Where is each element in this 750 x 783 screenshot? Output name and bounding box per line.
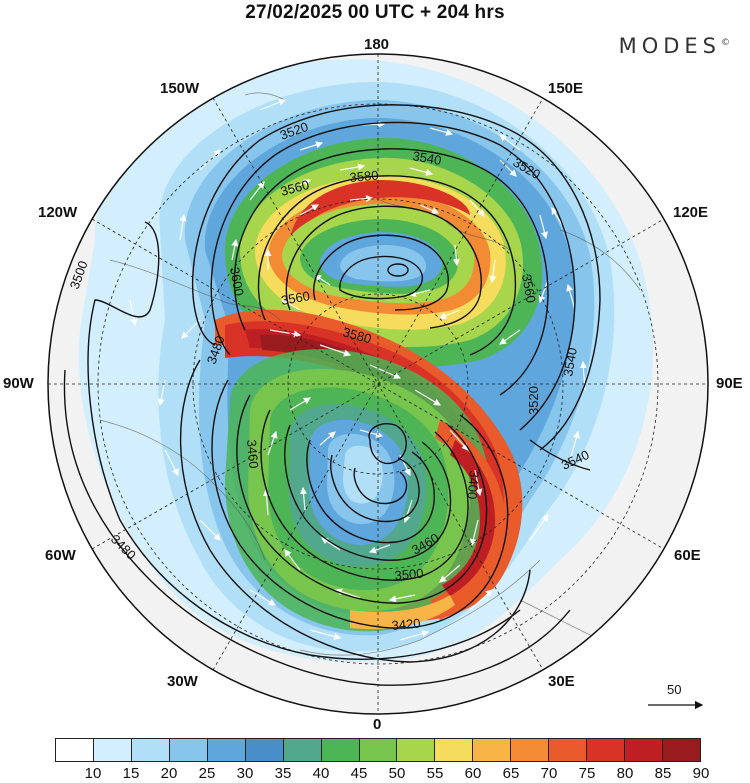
colorbar-swatch (131, 739, 170, 761)
colorbar-tick-label: 35 (274, 765, 292, 782)
colorbar-tick-label: 60 (464, 765, 482, 782)
colorbar-tick-label: 10 (84, 765, 102, 782)
contour-label: 3420 (391, 616, 421, 633)
lon-label-90e: 90E (716, 375, 743, 392)
contour-label: 3400 (464, 470, 481, 500)
lon-label-0: 0 (373, 716, 382, 733)
colorbar (55, 738, 701, 762)
colorbar-swatch (663, 739, 700, 761)
colorbar-tick-label: 25 (198, 765, 216, 782)
lon-label-180: 180 (364, 36, 390, 53)
colorbar-tick-label: 55 (426, 765, 444, 782)
contour-label: 3560 (519, 273, 539, 304)
colorbar-tick-label: 75 (578, 765, 596, 782)
contour-label: 3580 (341, 324, 373, 346)
colorbar-swatch (397, 739, 436, 761)
colorbar-swatch (56, 739, 94, 761)
contour-label: 3460 (244, 439, 261, 469)
lon-label-60w: 60W (45, 547, 76, 564)
colorbar-tick-label: 80 (616, 765, 634, 782)
colorbar-swatch (587, 739, 626, 761)
colorbar-swatch (511, 739, 550, 761)
colorbar-swatch (245, 739, 284, 761)
colorbar-tick-label: 65 (502, 765, 520, 782)
contour-label: 3560 (280, 288, 311, 308)
colorbar-ticks: 10 15 20 25 30 35 40 45 50 55 60 65 70 75 80 85 90 (55, 765, 710, 783)
contour-label: 3540 (411, 148, 442, 168)
lon-label-150e: 150E (548, 80, 584, 97)
colorbar-tick-label: 45 (350, 765, 368, 782)
contour-label: 3520 (526, 386, 541, 415)
lon-label-60e: 60E (674, 547, 701, 564)
colorbar-swatch (549, 739, 588, 761)
colorbar-swatch (625, 739, 663, 761)
colorbar-tick-label: 90 (692, 765, 710, 782)
colorbar-tick-label: 85 (654, 765, 672, 782)
colorbar-swatch (169, 739, 208, 761)
wind-speed-shading (48, 54, 708, 714)
lon-label-120e: 120E (673, 204, 709, 221)
colorbar-tick-label: 70 (540, 765, 558, 782)
contour-label: 3560 (279, 177, 311, 199)
colorbar-swatch (283, 739, 322, 761)
colorbar-swatch (321, 739, 360, 761)
reference-vector: 50 (645, 682, 725, 722)
lon-label-30e: 30E (548, 673, 575, 690)
lon-label-30w: 30W (167, 673, 198, 690)
colorbar-tick-label: 40 (312, 765, 330, 782)
contour-label: 3580 (349, 168, 379, 185)
colorbar-swatch (473, 739, 512, 761)
reference-vector-label: 50 (667, 682, 682, 697)
contour-label: 3500 (394, 566, 424, 583)
modes-logo: MODES© (618, 34, 730, 58)
contour-label: 3600 (227, 266, 247, 297)
colorbar-tick-label: 50 (388, 765, 406, 782)
colorbar-swatch (359, 739, 398, 761)
contour-label: 3540 (560, 346, 580, 377)
lon-label-150w: 150W (160, 80, 200, 97)
colorbar-swatch (435, 739, 474, 761)
colorbar-swatch (93, 739, 132, 761)
forecast-title: 27/02/2025 00 UTC + 204 hrs (245, 2, 505, 23)
lon-label-120w: 120W (38, 204, 78, 221)
globe-outline (47, 53, 709, 715)
lon-label-90w: 90W (3, 375, 34, 392)
colorbar-tick-label: 20 (160, 765, 178, 782)
colorbar-tick-label: 15 (122, 765, 140, 782)
colorbar-swatch (207, 739, 246, 761)
colorbar-tick-label: 30 (236, 765, 254, 782)
